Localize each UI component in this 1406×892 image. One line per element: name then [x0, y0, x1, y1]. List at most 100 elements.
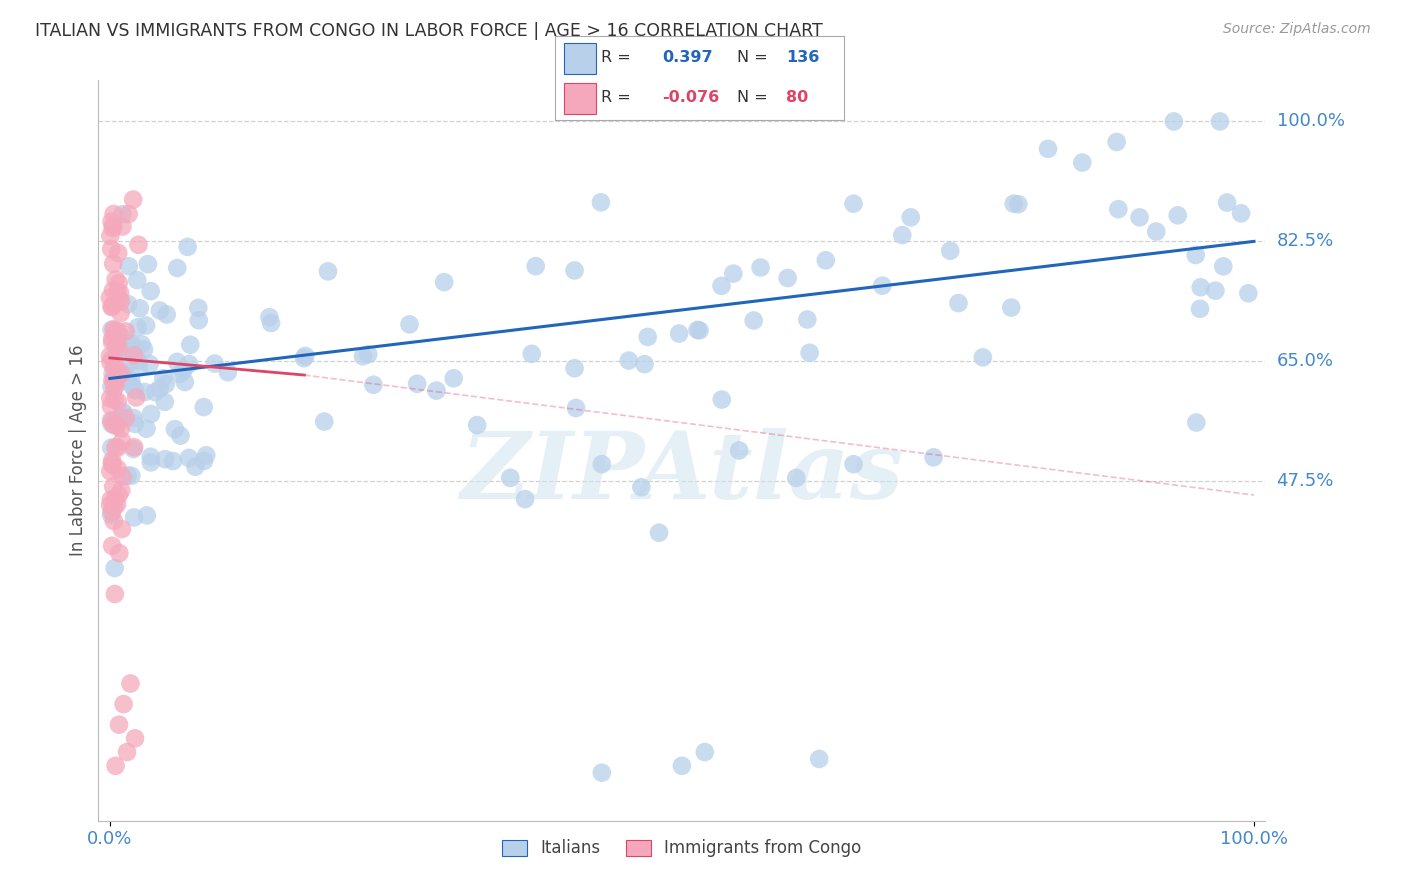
Point: [710, 278, 733, 293]
Text: ZIPAtlas: ZIPAtlas: [460, 427, 904, 517]
Point: [107, 488, 129, 502]
Point: [564, 361, 586, 376]
Point: [98, 228, 121, 243]
Point: [121, 379, 143, 393]
Point: [101, 351, 124, 366]
Point: [799, 345, 821, 359]
Point: [173, 375, 195, 389]
Point: [121, 354, 143, 368]
Point: [156, 308, 179, 322]
Point: [101, 415, 124, 429]
Point: [136, 257, 159, 271]
Text: 65.0%: 65.0%: [1277, 352, 1333, 370]
Point: [1209, 114, 1232, 128]
Point: [842, 457, 865, 471]
Point: [155, 377, 177, 392]
Point: [352, 349, 374, 363]
Point: [1128, 211, 1150, 225]
Point: [193, 454, 215, 468]
Point: [648, 525, 671, 540]
Point: [105, 285, 128, 300]
Point: [108, 285, 131, 300]
Point: [104, 359, 127, 374]
Point: [184, 459, 207, 474]
Point: [104, 272, 127, 286]
Text: 82.5%: 82.5%: [1277, 233, 1334, 251]
Point: [259, 310, 281, 325]
Point: [103, 360, 125, 375]
Point: [104, 491, 127, 506]
Point: [520, 347, 543, 361]
Point: [132, 343, 155, 357]
Point: [103, 257, 125, 271]
Point: [630, 480, 652, 494]
Point: [187, 313, 209, 327]
Point: [101, 458, 124, 473]
Point: [107, 325, 129, 339]
Point: [104, 379, 127, 393]
Point: [101, 335, 124, 350]
Point: [103, 417, 125, 432]
Point: [139, 450, 162, 464]
Point: [135, 422, 157, 436]
Point: [163, 422, 186, 436]
Point: [120, 373, 142, 387]
Point: [108, 293, 131, 307]
Point: [107, 394, 129, 409]
Text: 47.5%: 47.5%: [1277, 472, 1334, 491]
Point: [103, 479, 125, 493]
Point: [104, 561, 127, 575]
Point: [633, 357, 655, 371]
Point: [179, 357, 201, 371]
Point: [1036, 142, 1059, 156]
Text: 136: 136: [786, 50, 820, 65]
Point: [1230, 206, 1253, 220]
Point: [100, 355, 122, 369]
Point: [1185, 416, 1208, 430]
Point: [135, 508, 157, 523]
Point: [808, 752, 831, 766]
Point: [891, 228, 914, 243]
Point: [108, 546, 131, 560]
Point: [100, 508, 122, 522]
Point: [939, 244, 962, 258]
Point: [104, 759, 127, 773]
Text: N =: N =: [737, 50, 768, 65]
Point: [565, 401, 588, 415]
Point: [176, 240, 198, 254]
Point: [900, 211, 922, 225]
Point: [710, 392, 733, 407]
Point: [103, 207, 125, 221]
Point: [127, 237, 149, 252]
Point: [122, 348, 145, 362]
Point: [406, 376, 429, 391]
Point: [111, 219, 134, 234]
Point: [668, 326, 690, 341]
Text: 80: 80: [786, 90, 808, 105]
Point: [108, 717, 131, 731]
Point: [398, 318, 420, 332]
Point: [524, 259, 547, 273]
Point: [1163, 114, 1185, 128]
Point: [103, 500, 125, 515]
Point: [742, 313, 765, 327]
Point: [100, 441, 122, 455]
Point: [1189, 280, 1212, 294]
Point: [121, 336, 143, 351]
Point: [131, 337, 153, 351]
Point: [114, 325, 136, 339]
Point: [98, 291, 121, 305]
Point: [101, 300, 124, 314]
Point: [1071, 155, 1094, 169]
Point: [100, 323, 122, 337]
Point: [98, 498, 121, 512]
Point: [114, 365, 136, 379]
Point: [105, 417, 128, 432]
Point: [111, 331, 134, 345]
Point: [112, 406, 135, 420]
Point: [98, 392, 121, 406]
Point: [103, 392, 125, 406]
Point: [139, 407, 162, 421]
Point: [105, 338, 128, 352]
Point: [1002, 196, 1025, 211]
